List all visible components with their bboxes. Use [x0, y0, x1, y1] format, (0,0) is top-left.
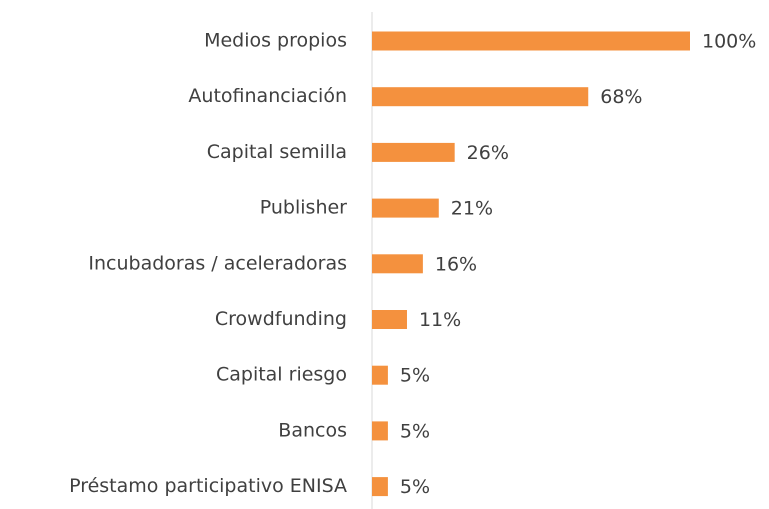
category-label: Incubadoras / aceleradoras: [88, 252, 347, 274]
value-label: 5%: [400, 420, 430, 442]
category-label: Crowdfunding: [215, 308, 347, 330]
value-label: 16%: [435, 253, 477, 275]
category-label: Publisher: [260, 197, 347, 219]
category-label: Capital semilla: [207, 141, 347, 163]
value-label: 11%: [419, 309, 461, 331]
value-label: 21%: [451, 198, 493, 220]
bar: [372, 477, 388, 497]
bar: [372, 365, 388, 385]
value-label: 26%: [467, 142, 509, 164]
bar: [372, 254, 423, 274]
category-label: Autofinanciación: [188, 85, 347, 107]
value-label: 100%: [702, 31, 756, 53]
value-label: 5%: [400, 365, 430, 387]
category-label: Capital riesgo: [216, 364, 347, 386]
bar: [372, 421, 388, 441]
bar: [372, 142, 455, 162]
category-label: Medios propios: [204, 30, 347, 52]
bar: [372, 310, 407, 329]
bar: [372, 198, 439, 218]
category-label: Bancos: [278, 419, 347, 441]
bar: [372, 87, 589, 107]
value-label: 68%: [600, 86, 642, 108]
value-label: 5%: [400, 476, 430, 498]
bar: [372, 31, 690, 51]
category-label: Préstamo participativo ENISA: [69, 475, 347, 497]
